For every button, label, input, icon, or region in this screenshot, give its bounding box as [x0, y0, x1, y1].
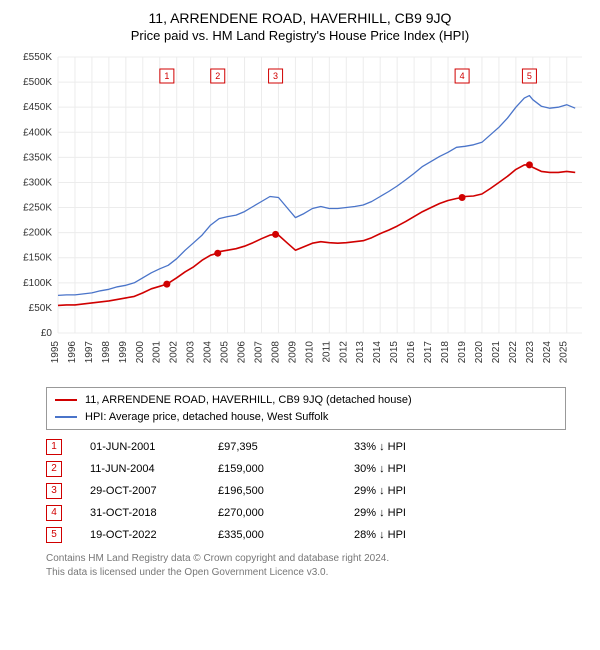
transaction-marker: 1	[46, 439, 62, 455]
svg-text:£550K: £550K	[23, 52, 52, 63]
transaction-marker: 3	[46, 483, 62, 499]
svg-text:£500K: £500K	[23, 77, 52, 88]
svg-text:£400K: £400K	[23, 127, 52, 138]
legend-item: HPI: Average price, detached house, West…	[55, 409, 557, 426]
svg-text:2010: 2010	[304, 341, 315, 364]
transaction-marker: 2	[46, 461, 62, 477]
svg-text:2008: 2008	[270, 341, 281, 364]
transaction-row: 1 01-JUN-2001 £97,395 33% ↓ HPI	[46, 436, 566, 458]
svg-text:£100K: £100K	[23, 278, 52, 289]
svg-text:2009: 2009	[287, 341, 298, 364]
svg-text:2025: 2025	[559, 341, 570, 364]
transaction-gap: 29% ↓ HPI	[326, 485, 406, 497]
transaction-price: £335,000	[218, 529, 298, 541]
legend-label: HPI: Average price, detached house, West…	[85, 409, 328, 426]
svg-text:5: 5	[527, 71, 532, 81]
svg-text:2005: 2005	[220, 341, 231, 364]
legend-item: 11, ARRENDENE ROAD, HAVERHILL, CB9 9JQ (…	[55, 392, 557, 409]
legend-label: 11, ARRENDENE ROAD, HAVERHILL, CB9 9JQ (…	[85, 392, 412, 409]
svg-text:2022: 2022	[508, 341, 519, 364]
svg-text:£450K: £450K	[23, 102, 52, 113]
legend-swatch	[55, 416, 77, 418]
transaction-marker: 4	[46, 505, 62, 521]
svg-text:2000: 2000	[135, 341, 146, 364]
transaction-date: 29-OCT-2007	[90, 485, 190, 497]
chart-subtitle: Price paid vs. HM Land Registry's House …	[10, 28, 590, 43]
transaction-marker: 5	[46, 527, 62, 543]
transaction-date: 19-OCT-2022	[90, 529, 190, 541]
legend-swatch	[55, 399, 77, 401]
svg-text:£250K: £250K	[23, 203, 52, 214]
svg-text:£50K: £50K	[29, 303, 53, 314]
price-chart: £0 £50K £100K £150K £200K £250K £300K £350K £400…	[10, 51, 590, 381]
svg-text:2006: 2006	[237, 341, 248, 364]
svg-text:4: 4	[460, 71, 465, 81]
svg-text:1998: 1998	[101, 341, 112, 364]
transaction-date: 01-JUN-2001	[90, 441, 190, 453]
svg-text:2004: 2004	[203, 341, 214, 364]
svg-text:£300K: £300K	[23, 177, 52, 188]
svg-text:2015: 2015	[389, 341, 400, 364]
svg-text:2001: 2001	[152, 341, 163, 364]
svg-text:2019: 2019	[457, 341, 468, 364]
transaction-gap: 29% ↓ HPI	[326, 507, 406, 519]
svg-text:£150K: £150K	[23, 253, 52, 264]
svg-text:1996: 1996	[67, 341, 78, 364]
svg-text:2018: 2018	[440, 341, 451, 364]
svg-text:£350K: £350K	[23, 152, 52, 163]
transaction-row: 2 11-JUN-2004 £159,000 30% ↓ HPI	[46, 458, 566, 480]
svg-text:2012: 2012	[338, 341, 349, 364]
transaction-gap: 30% ↓ HPI	[326, 463, 406, 475]
svg-text:2002: 2002	[169, 341, 180, 364]
svg-text:2003: 2003	[186, 341, 197, 364]
transaction-price: £159,000	[218, 463, 298, 475]
transaction-gap: 28% ↓ HPI	[326, 529, 406, 541]
chart-title: 11, ARRENDENE ROAD, HAVERHILL, CB9 9JQ	[10, 10, 590, 26]
svg-text:1997: 1997	[84, 341, 95, 364]
footer-line-2: This data is licensed under the Open Gov…	[46, 566, 590, 580]
transaction-price: £270,000	[218, 507, 298, 519]
svg-text:2011: 2011	[321, 341, 332, 363]
svg-text:2013: 2013	[355, 341, 366, 364]
svg-text:3: 3	[273, 71, 278, 81]
svg-text:£200K: £200K	[23, 228, 52, 239]
transactions-table: 1 01-JUN-2001 £97,395 33% ↓ HPI 2 11-JUN-2004…	[46, 436, 566, 546]
footer-attrib: Contains HM Land Registry data © Crown c…	[46, 552, 590, 579]
svg-text:2020: 2020	[474, 341, 485, 364]
svg-text:2024: 2024	[542, 341, 553, 364]
transaction-date: 31-OCT-2018	[90, 507, 190, 519]
transaction-date: 11-JUN-2004	[90, 463, 190, 475]
transaction-row: 3 29-OCT-2007 £196,500 29% ↓ HPI	[46, 480, 566, 502]
svg-text:1999: 1999	[118, 341, 129, 364]
transaction-price: £196,500	[218, 485, 298, 497]
svg-text:1: 1	[164, 71, 169, 81]
chart-container: 11, ARRENDENE ROAD, HAVERHILL, CB9 9JQ P…	[0, 0, 600, 589]
svg-text:2: 2	[215, 71, 220, 81]
svg-text:2021: 2021	[491, 341, 502, 364]
legend-box: 11, ARRENDENE ROAD, HAVERHILL, CB9 9JQ (…	[46, 387, 566, 430]
svg-text:2016: 2016	[406, 341, 417, 364]
transaction-price: £97,395	[218, 441, 298, 453]
footer-line-1: Contains HM Land Registry data © Crown c…	[46, 552, 590, 566]
svg-text:2014: 2014	[372, 341, 383, 364]
svg-text:£0: £0	[41, 328, 53, 339]
svg-text:2023: 2023	[525, 341, 536, 364]
transaction-row: 4 31-OCT-2018 £270,000 29% ↓ HPI	[46, 502, 566, 524]
svg-text:1995: 1995	[50, 341, 61, 364]
svg-text:2007: 2007	[253, 341, 264, 364]
transaction-row: 5 19-OCT-2022 £335,000 28% ↓ HPI	[46, 524, 566, 546]
transaction-gap: 33% ↓ HPI	[326, 441, 406, 453]
svg-text:2017: 2017	[423, 341, 434, 364]
